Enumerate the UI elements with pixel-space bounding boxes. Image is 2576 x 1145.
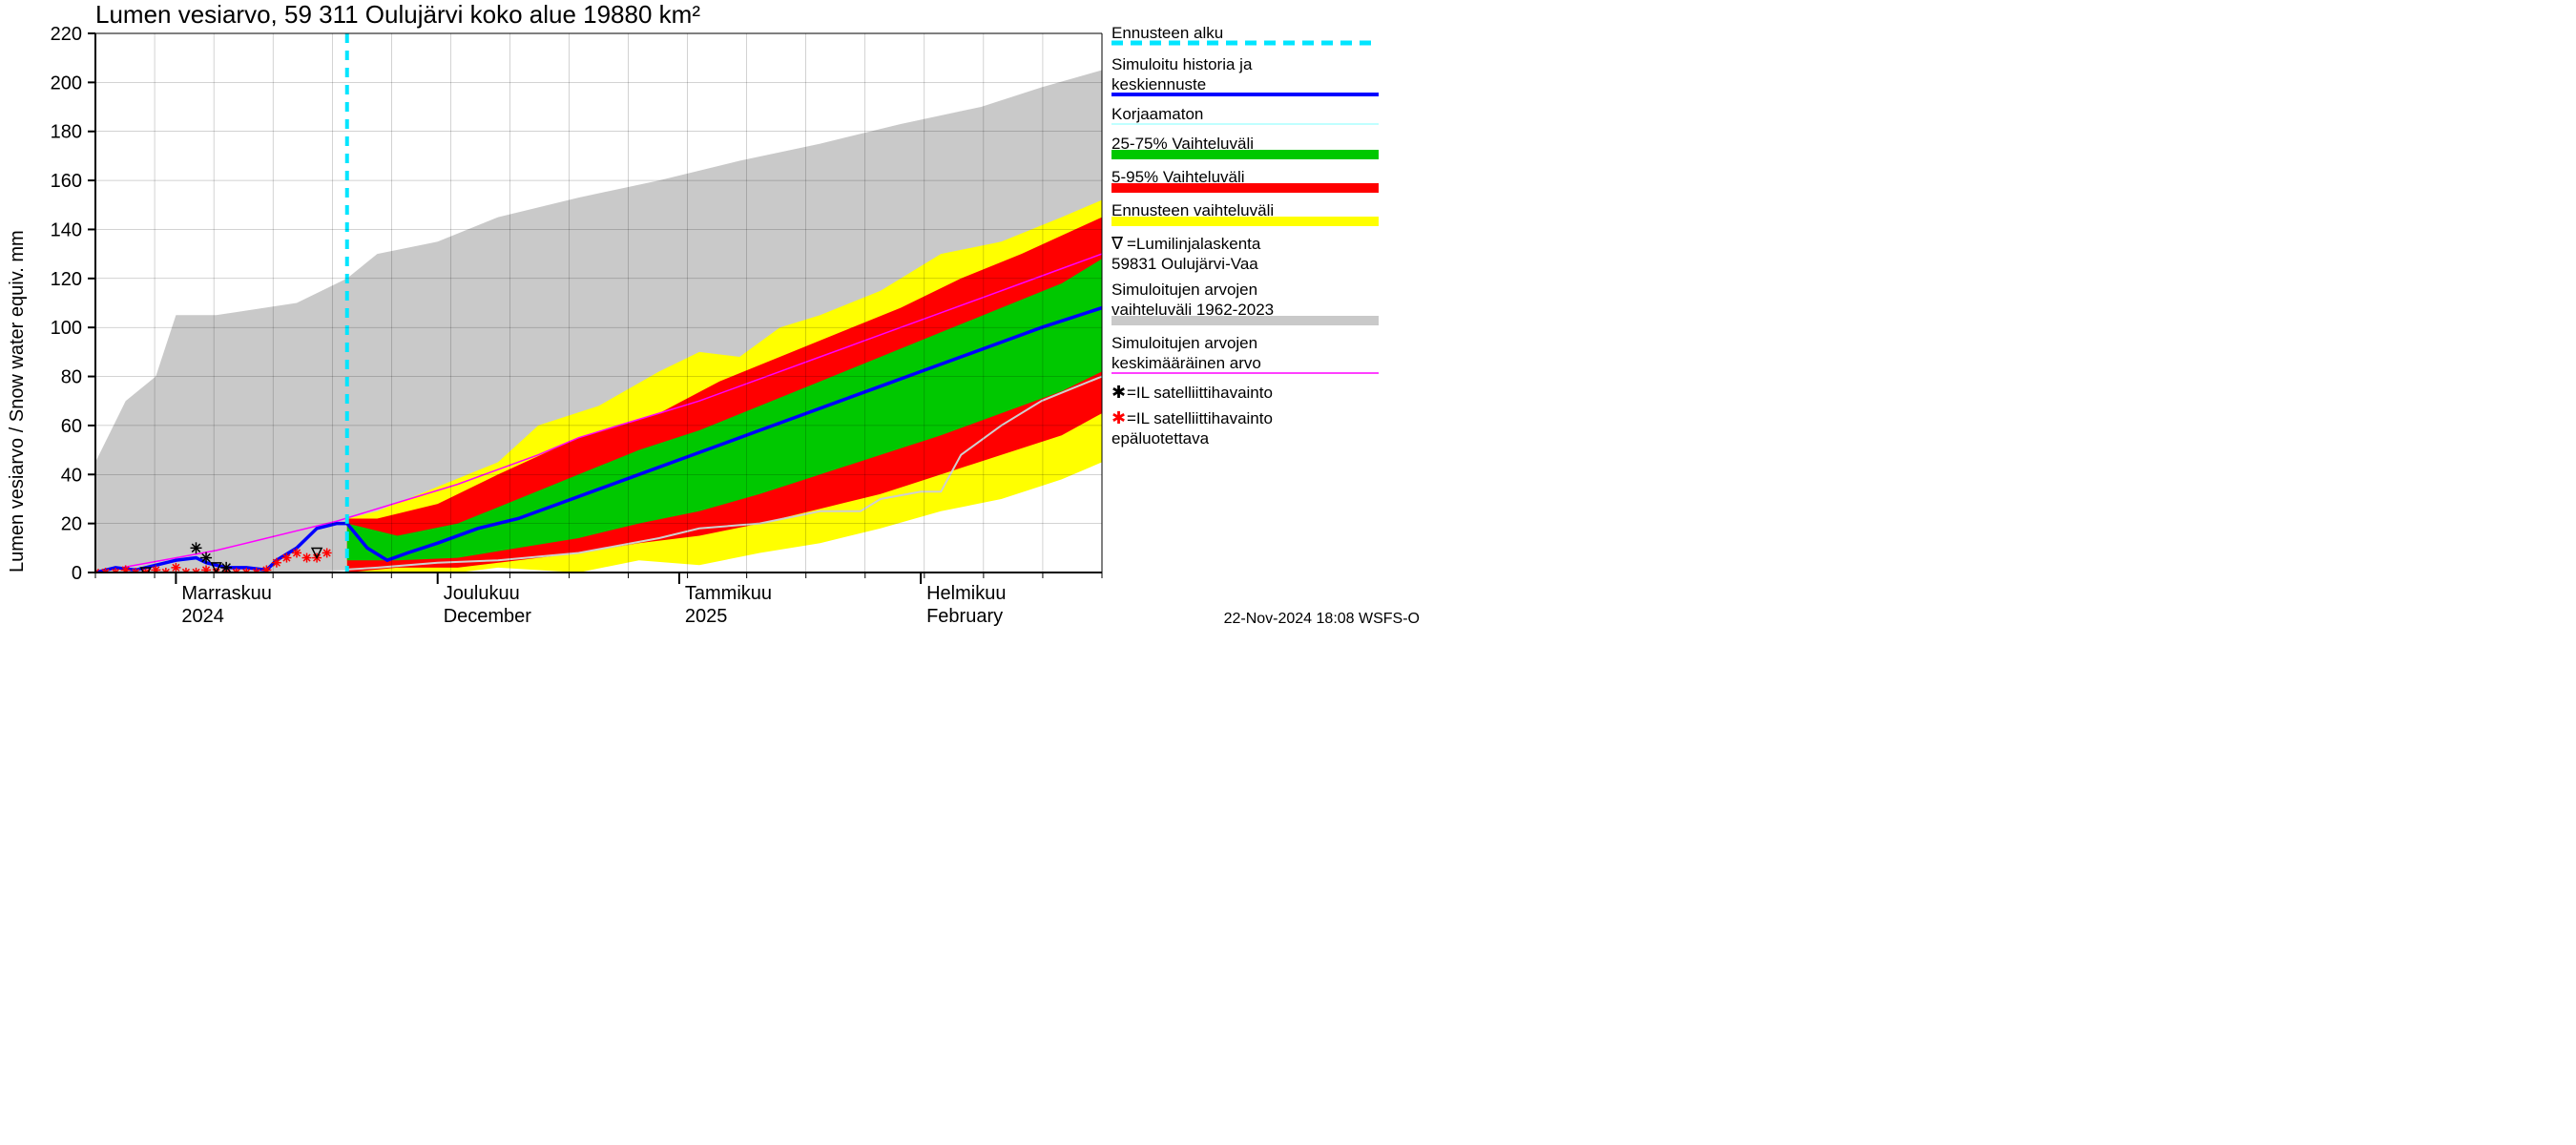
marker-asterisk [292,548,301,557]
x-label-bottom: December [444,606,532,627]
legend-label: Ennusteen alku [1111,24,1223,42]
chart-container: 0 20 40 60 80 100 120 140 160 180 200 220 Marraskuu J… [0,0,1431,636]
y-tick-label: 200 [51,73,82,94]
y-tick-label: 100 [51,318,82,339]
chart-svg: 0 20 40 60 80 100 120 140 160 180 200 220 Marraskuu J… [0,0,1431,636]
y-axis-label: Lumen vesiarvo / Snow water equiv. mm [7,230,28,572]
chart-title: Lumen vesiarvo, 59 311 Oulujärvi koko al… [95,0,700,29]
marker-asterisk [281,553,291,563]
x-label-bottom: 2025 [685,606,728,627]
y-tick-label: 220 [51,24,82,45]
y-tick-label: 80 [61,367,82,388]
legend-label: =Lumilinjalaskenta [1127,235,1261,253]
legend-marker-glyph: ✱ [1111,383,1126,402]
y-tick-label: 180 [51,122,82,143]
x-label-top: Joulukuu [444,583,520,604]
legend-label: keskimääräinen arvo [1111,354,1261,372]
y-tick-label: 40 [61,465,82,486]
legend-label: Simuloitu historia ja [1111,55,1253,73]
y-tick-label: 160 [51,171,82,192]
legend-label: Simuloitujen arvojen [1111,334,1257,352]
legend-label: Korjaamaton [1111,105,1203,123]
x-label-top: Tammikuu [685,583,772,604]
legend-label: 59831 Oulujärvi-Vaa [1111,255,1258,273]
legend-swatch-fill [1111,183,1379,193]
legend-marker-glyph: ✱ [1111,408,1126,427]
marker-asterisk [322,548,332,557]
legend-label: =IL satelliittihavainto [1127,409,1273,427]
x-label-bottom: 2024 [181,606,224,627]
y-tick-label: 140 [51,219,82,240]
marker-asterisk [302,553,312,563]
y-tick-label: 0 [72,563,82,584]
y-tick-label: 60 [61,416,82,437]
legend-label: Simuloitujen arvojen [1111,281,1257,299]
legend-label: keskiennuste [1111,75,1206,94]
x-label-bottom: February [926,606,1003,627]
marker-asterisk [191,542,202,553]
legend-swatch-fill [1111,217,1379,226]
marker-asterisk [200,552,212,564]
marker-asterisk [171,563,180,572]
legend-swatch-fill [1111,150,1379,159]
legend-marker-glyph: ∇ [1111,234,1124,253]
y-tick-label: 20 [61,514,82,535]
timestamp-label: 22-Nov-2024 18:08 WSFS-O [1224,611,1420,627]
legend-label: epäluotettava [1111,429,1210,448]
legend-label: =IL satelliittihavainto [1127,384,1273,402]
x-label-top: Marraskuu [181,583,271,604]
x-label-top: Helmikuu [926,583,1006,604]
y-tick-label: 120 [51,269,82,290]
legend-swatch-fill [1111,316,1379,325]
